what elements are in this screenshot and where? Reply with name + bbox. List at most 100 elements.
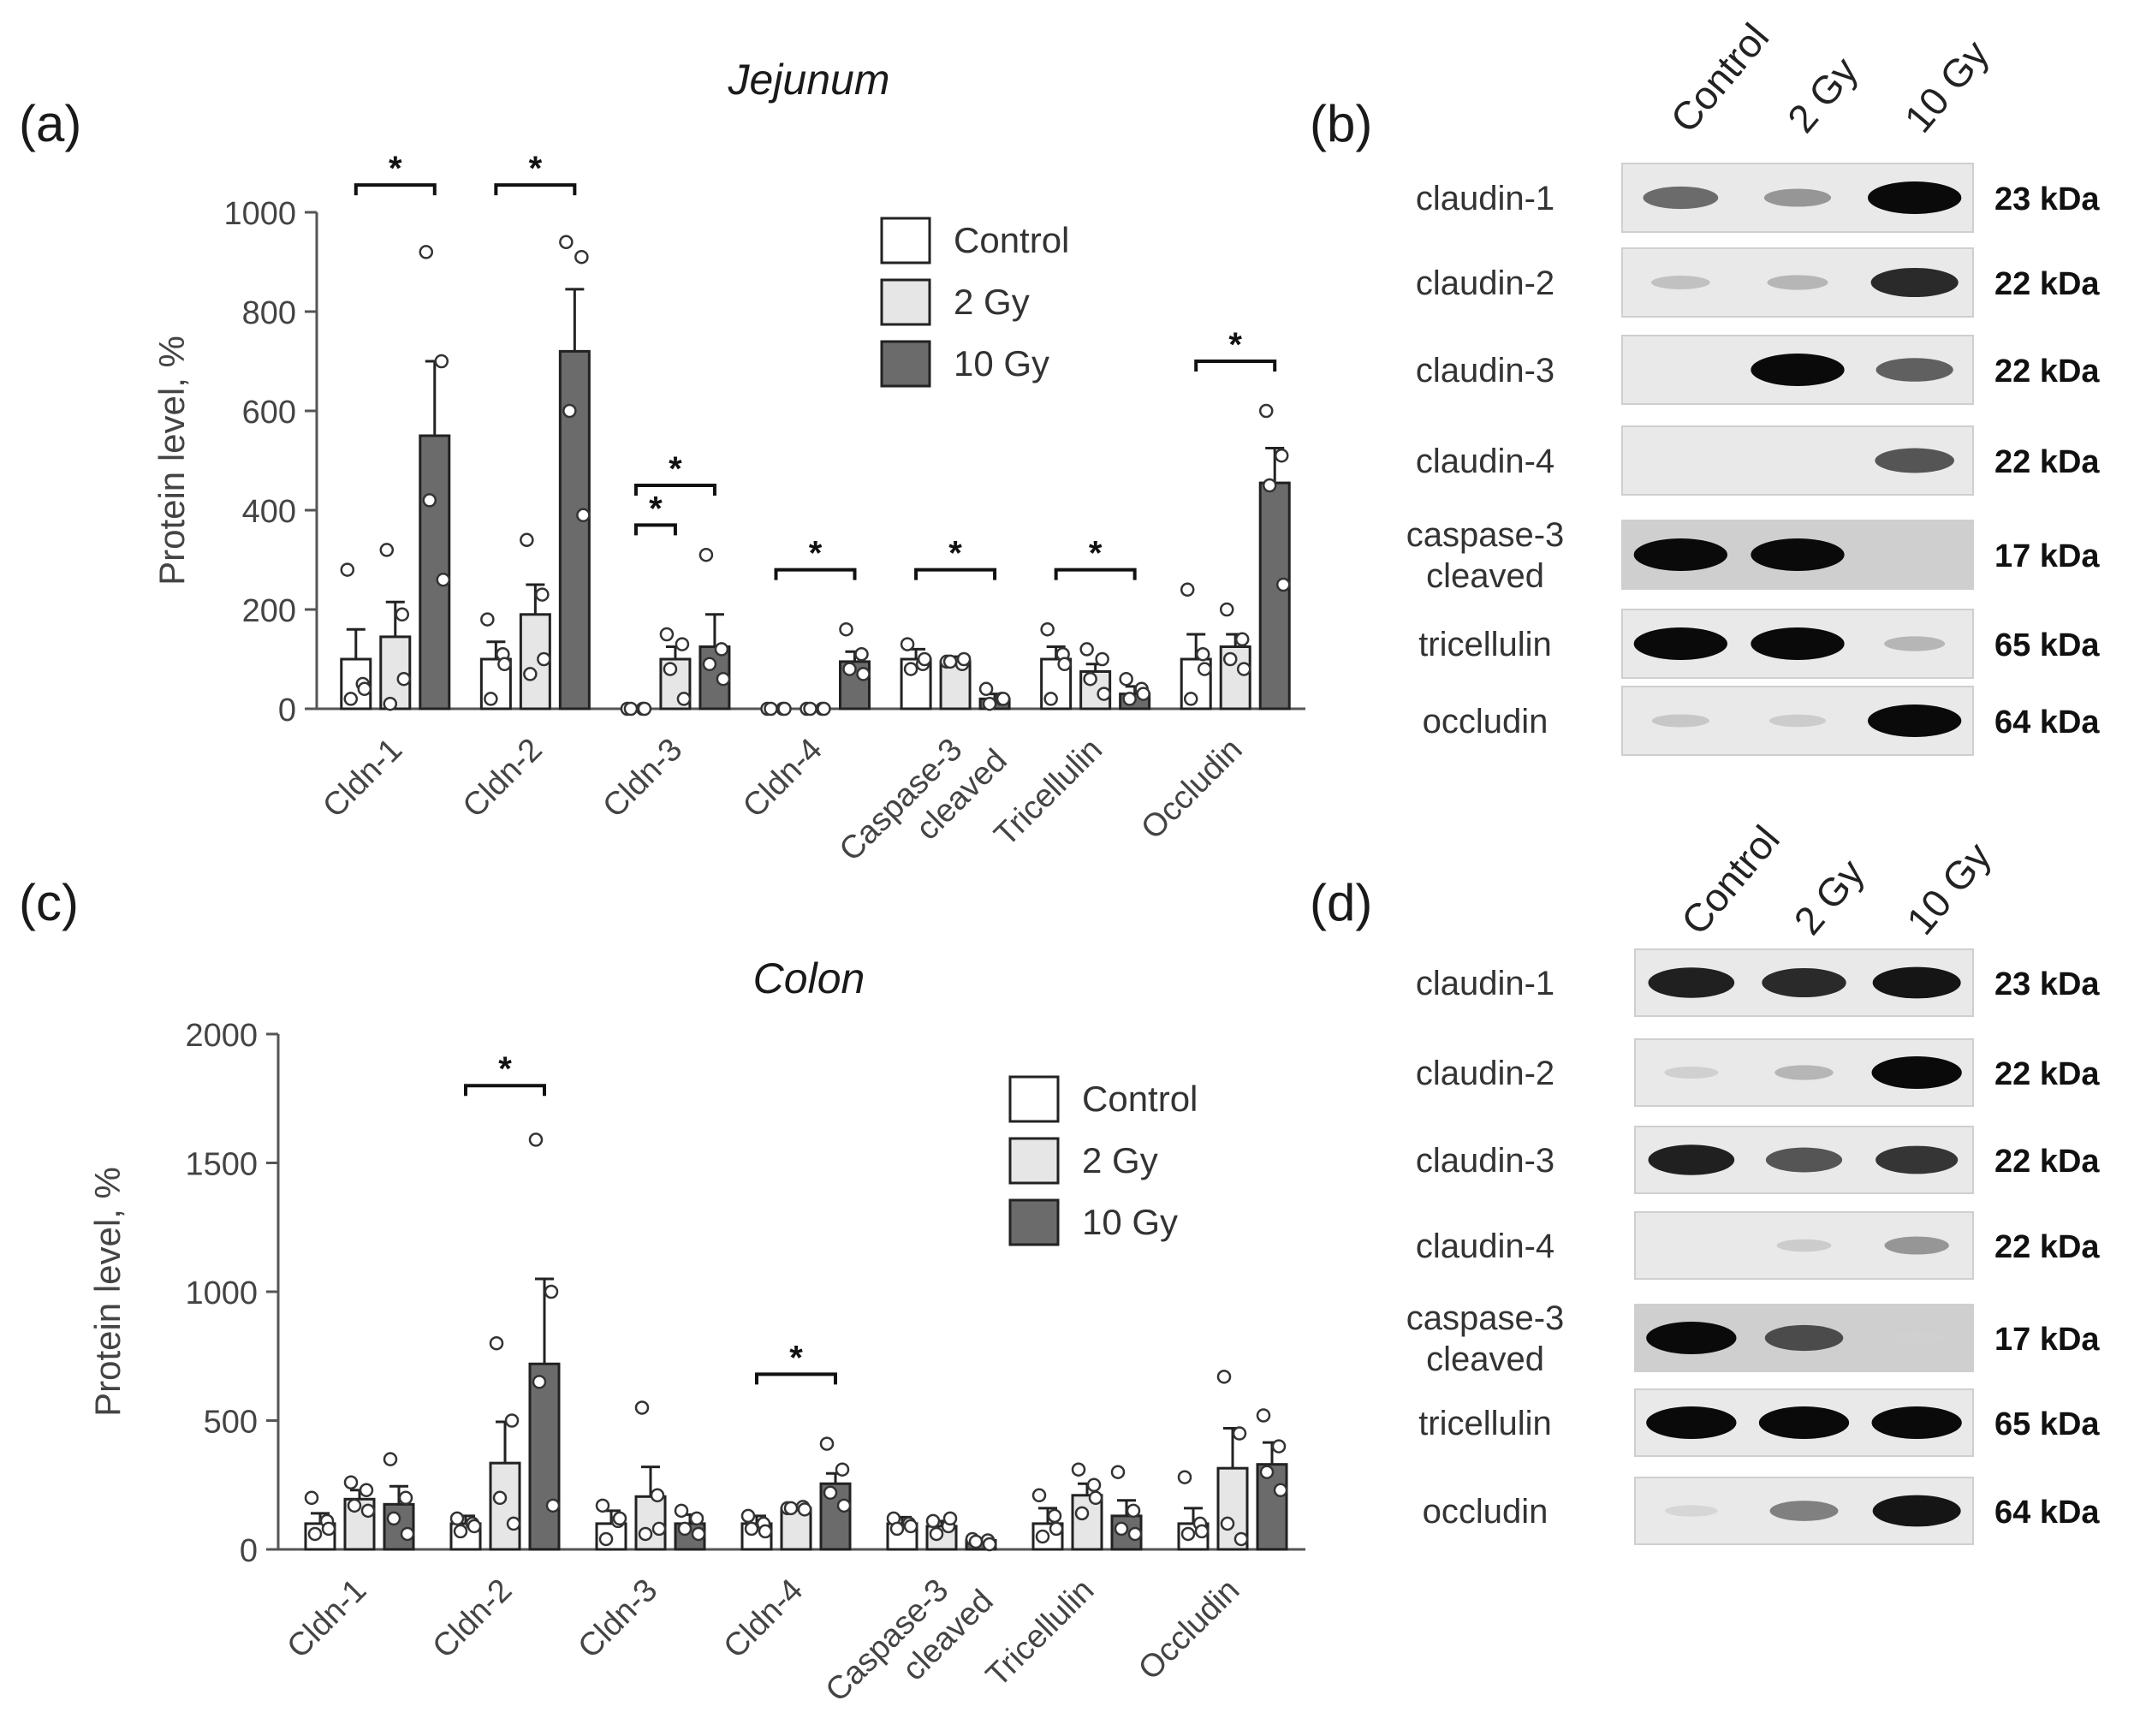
blot-band (1868, 181, 1962, 214)
data-point (1040, 621, 1055, 637)
data-point (903, 662, 918, 676)
data-point (1071, 1462, 1086, 1477)
significance-star: * (649, 490, 663, 527)
data-point (1122, 692, 1137, 706)
protein-label: claudin-4 (1416, 443, 1554, 480)
data-point (419, 245, 434, 259)
significance-bracket (1054, 568, 1137, 580)
y-tick-label: 1000 (223, 196, 296, 232)
significance-star: * (498, 1050, 512, 1088)
y-axis-label: Protein level, % (152, 336, 192, 586)
data-point (1180, 582, 1195, 597)
blot-band (1871, 1406, 1962, 1439)
data-point (383, 1452, 398, 1466)
data-point (1216, 1370, 1232, 1384)
y-tick-label: 200 (242, 593, 296, 629)
protein-label: caspase-3 cleaved (1406, 1299, 1565, 1378)
y-tick-label: 600 (242, 395, 296, 431)
data-point (942, 1511, 958, 1526)
blot-band (1664, 1066, 1719, 1079)
x-tick-label: Cldn-1 (281, 1573, 374, 1666)
data-point (1256, 1408, 1271, 1423)
legend-label: Control (954, 220, 1069, 260)
blot-band (1648, 967, 1735, 998)
protein-label-line: claudin-4 (1416, 1228, 1554, 1265)
data-point (1126, 1503, 1141, 1519)
significance-bracket (633, 523, 677, 536)
significance-bracket (914, 568, 997, 580)
protein-label-line: tricellulin (1418, 626, 1552, 663)
data-point (535, 587, 550, 602)
blot-band (1768, 714, 1827, 728)
blot-band (1769, 1501, 1839, 1521)
y-tick-label: 1500 (185, 1147, 258, 1183)
data-point (467, 1519, 482, 1534)
blot-band (1774, 1065, 1834, 1080)
protein-label: claudin-1 (1416, 180, 1554, 217)
data-point (1195, 646, 1210, 662)
blot-band (1767, 275, 1828, 290)
data-point (675, 637, 690, 651)
data-point (480, 612, 495, 627)
chart-jejunum: Jejunum 0 200 400 600 800 1000 Protein level, %… (152, 56, 1305, 868)
blot-band (1751, 627, 1845, 660)
blot-band (1665, 1505, 1718, 1517)
western-blot-jejunum: Control 2 Gy 10 Gy claudin-1 23 kDa claudin-2… (1406, 15, 2100, 756)
data-point (676, 692, 692, 706)
data-point (900, 637, 915, 651)
data-point (842, 662, 857, 676)
protein-label-line: cleaved (1426, 557, 1544, 595)
data-point (1095, 651, 1109, 667)
data-point (528, 1133, 544, 1147)
data-point (304, 1490, 319, 1506)
data-point (716, 671, 731, 687)
chart-title: Colon (753, 954, 865, 1002)
data-point (383, 696, 398, 711)
data-point (400, 1526, 415, 1542)
data-point (835, 1462, 850, 1477)
protein-label-line: occludin (1423, 1493, 1549, 1531)
data-point (1083, 671, 1097, 687)
data-point (1271, 1439, 1287, 1454)
x-tick-label: Occludin (1132, 1573, 1246, 1687)
y-tick-label: 0 (240, 1533, 258, 1569)
data-point (783, 1501, 799, 1516)
x-tick-label: Tricellulin (979, 1573, 1101, 1694)
blot-band (1872, 966, 1961, 999)
y-tick-label: 800 (242, 295, 296, 331)
blot-band (1751, 538, 1845, 571)
significance-star: * (529, 150, 543, 187)
data-point (744, 1521, 759, 1537)
x-tick-label: Occludin (1134, 732, 1249, 847)
data-point (422, 493, 437, 508)
significance-bracket (494, 183, 577, 196)
significance-bracket (1194, 360, 1277, 372)
legend-swatch (1008, 1198, 1060, 1246)
data-point (612, 1511, 627, 1526)
data-point (532, 1375, 547, 1389)
data-point (506, 1516, 521, 1531)
protein-label-line: claudin-3 (1416, 352, 1554, 389)
data-point (1127, 1526, 1143, 1542)
lane-header: Control (1661, 15, 1777, 140)
data-point (520, 532, 534, 548)
data-point (659, 627, 675, 642)
protein-label: caspase-3 cleaved (1406, 516, 1565, 595)
data-point (650, 1488, 665, 1503)
kda-label: 23 kDa (1994, 181, 2100, 217)
data-point (1197, 662, 1212, 676)
bar-10gy (419, 434, 451, 710)
data-point (545, 1498, 561, 1513)
kda-label: 17 kDa (1994, 538, 2100, 574)
data-point (740, 1508, 756, 1524)
protein-label-line: claudin-2 (1416, 265, 1554, 302)
kda-label: 22 kDa (1994, 354, 2100, 389)
data-point (698, 547, 714, 562)
data-point (1234, 632, 1250, 647)
kda-label: 17 kDa (1994, 1322, 2100, 1358)
protein-label-line: cleaved (1426, 1341, 1544, 1378)
blot-band (1872, 1495, 1961, 1527)
lane-header: 10 Gy (1898, 834, 2000, 942)
data-point (674, 1503, 689, 1519)
protein-label: claudin-4 (1416, 1228, 1554, 1265)
